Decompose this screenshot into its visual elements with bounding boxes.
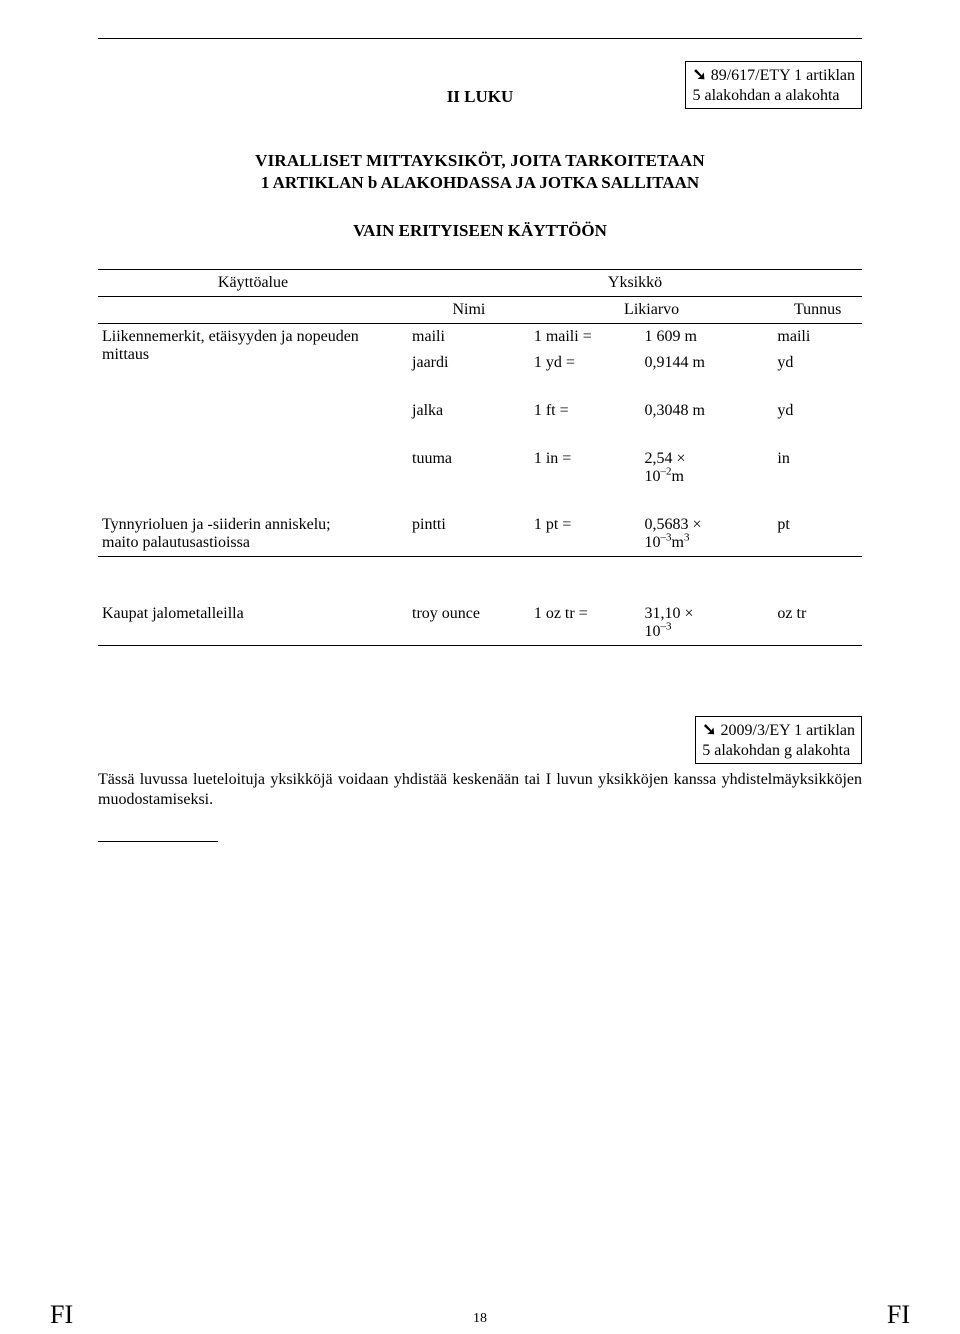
use-metals: Kaupat jalometalleilla xyxy=(98,601,408,646)
troy-name: troy ounce xyxy=(408,601,530,646)
yard-sym: yd xyxy=(773,350,862,376)
footer-fi-left: FI xyxy=(50,1300,73,1330)
bottom-annotation-line2: 5 alakohdan g alakohta xyxy=(702,742,850,759)
yard-val: 0,9144 m xyxy=(641,350,774,376)
table-row: tuuma 1 in = 2,54 × 10–2m in xyxy=(98,446,862,490)
bottom-annotation-line1: 2009/3/EY 1 artiklan xyxy=(721,722,856,739)
pint-val: 0,5683 × 10–3m3 xyxy=(641,512,774,557)
section-title-line2: 1 ARTIKLAN b ALAKOHDASSA JA JOTKA SALLIT… xyxy=(98,173,862,193)
inch-name: tuuma xyxy=(408,446,530,490)
spacer xyxy=(98,376,862,398)
yard-name: jaardi xyxy=(408,350,530,376)
foot-sym: yd xyxy=(773,398,862,424)
hdr-use: Käyttöalue xyxy=(98,270,408,297)
chapter-header-row: II LUKU ➘ 89/617/ETY 1 artiklan 5 alakoh… xyxy=(98,61,862,109)
table-row: Tynnyrioluen ja -siiderin anniskelu; mai… xyxy=(98,512,862,557)
inch-val: 2,54 × 10–2m xyxy=(641,446,774,490)
spacer xyxy=(98,557,862,580)
table-row: Liikennemerkit, etäisyyden ja nopeuden m… xyxy=(98,324,862,351)
yard-eq: 1 yd = xyxy=(530,350,641,376)
body-paragraph: Tässä luvussa lueteloituja yksikköjä voi… xyxy=(98,770,862,811)
use-traffic: Liikennemerkit, etäisyyden ja nopeuden m… xyxy=(98,324,408,377)
hdr-approx: Likiarvo xyxy=(530,297,774,324)
footer-page-number: 18 xyxy=(473,1311,487,1327)
bottom-annotation-box: ➘ 2009/3/EY 1 artiklan 5 alakohdan g ala… xyxy=(695,716,862,764)
hdr-symbol: Tunnus xyxy=(773,297,862,324)
top-annotation-box: ➘ 89/617/ETY 1 artiklan 5 alakohdan a al… xyxy=(685,61,862,109)
bottom-annotation-wrap: ➘ 2009/3/EY 1 artiklan 5 alakohdan g ala… xyxy=(98,716,862,764)
mile-eq: 1 maili = xyxy=(530,324,641,351)
top-annotation-line2: 5 alakohdan a alakohta xyxy=(692,87,839,104)
top-horizontal-rule xyxy=(98,38,862,39)
table-header-row-2: Nimi Likiarvo Tunnus xyxy=(98,297,862,324)
footer-fi-right: FI xyxy=(887,1300,910,1330)
pint-eq: 1 pt = xyxy=(530,512,641,557)
foot-val: 0,3048 m xyxy=(641,398,774,424)
troy-val: 31,10 × 10–3 xyxy=(641,601,774,646)
units-table: Käyttöalue Yksikkö Nimi Likiarvo Tunnus … xyxy=(98,269,862,646)
section-title-line1: VIRALLISET MITTAYKSIKÖT, JOITA TARKOITET… xyxy=(98,151,862,171)
troy-eq: 1 oz tr = xyxy=(530,601,641,646)
table-row: jalka 1 ft = 0,3048 m yd xyxy=(98,398,862,424)
spacer xyxy=(98,579,862,601)
top-annotation-line1: 89/617/ETY 1 artiklan xyxy=(711,67,855,84)
foot-eq: 1 ft = xyxy=(530,398,641,424)
mile-sym: maili xyxy=(773,324,862,351)
mile-name: maili xyxy=(408,324,530,351)
pint-name: pintti xyxy=(408,512,530,557)
spacer xyxy=(98,424,862,446)
spacer xyxy=(98,490,862,512)
mile-val: 1 609 m xyxy=(641,324,774,351)
chapter-label: II LUKU xyxy=(447,87,514,107)
inch-eq: 1 in = xyxy=(530,446,641,490)
table-header-row-1: Käyttöalue Yksikkö xyxy=(98,270,862,297)
short-horizontal-rule xyxy=(98,841,218,842)
troy-sym: oz tr xyxy=(773,601,862,646)
use-pint: Tynnyrioluen ja -siiderin anniskelu; mai… xyxy=(98,512,408,557)
inch-sym: in xyxy=(773,446,862,490)
pint-sym: pt xyxy=(773,512,862,557)
arrow-down-icon: ➘ xyxy=(692,65,706,84)
foot-name: jalka xyxy=(408,398,530,424)
section-title-line3: VAIN ERITYISEEN KÄYTTÖÖN xyxy=(98,221,862,241)
hdr-unit: Yksikkö xyxy=(408,270,862,297)
hdr-name: Nimi xyxy=(408,297,530,324)
table-row: Kaupat jalometalleilla troy ounce 1 oz t… xyxy=(98,601,862,646)
arrow-down-icon: ➘ xyxy=(702,720,716,739)
